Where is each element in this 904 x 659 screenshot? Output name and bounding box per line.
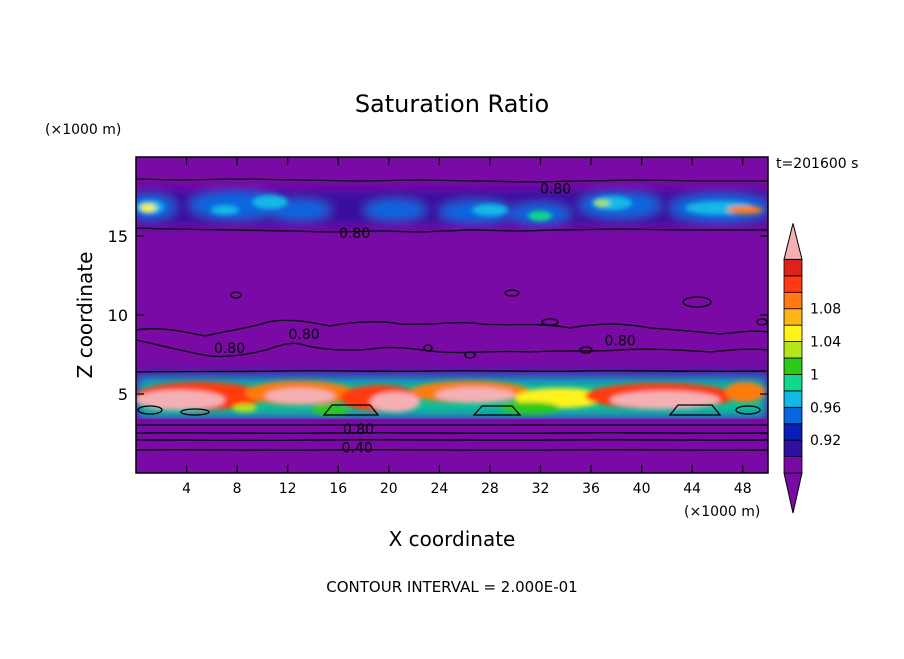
colorbar-low-arrow bbox=[783, 472, 803, 514]
x-axis-ticks: 4 8 12 16 20 24 28 32 36 40 44 48 bbox=[182, 157, 752, 497]
y-axis-ticks: 5 10 15 bbox=[108, 227, 768, 404]
colorbar-segment bbox=[783, 406, 803, 425]
colorbar-segment bbox=[783, 439, 803, 457]
y-unit-label: (×1000 m) bbox=[45, 122, 121, 138]
y-tick-label: 15 bbox=[108, 227, 128, 246]
y-tick-label: 5 bbox=[118, 385, 128, 404]
x-tick-label: 20 bbox=[380, 481, 398, 497]
x-tick-label: 4 bbox=[182, 481, 191, 497]
colorbar-segment bbox=[783, 374, 803, 392]
x-tick-label: 16 bbox=[329, 481, 347, 497]
contour-label: 0.80 bbox=[214, 341, 245, 357]
colorbar-label: 1.04 bbox=[810, 335, 841, 351]
x-axis-label: X coordinate bbox=[389, 527, 516, 551]
chart-title: Saturation Ratio bbox=[355, 90, 549, 118]
colorbar-segment bbox=[783, 423, 803, 441]
colorbar-segment bbox=[783, 456, 803, 474]
colorbar-segment bbox=[783, 275, 803, 293]
contour-label: 0.80 bbox=[339, 226, 370, 242]
colorbar-label: 0.96 bbox=[810, 400, 841, 416]
x-unit-label: (×1000 m) bbox=[684, 504, 760, 520]
x-tick-label: 48 bbox=[734, 481, 752, 497]
colorbar-segment bbox=[783, 291, 803, 310]
y-axis-label: Z coordinate bbox=[73, 252, 97, 379]
x-tick-label: 32 bbox=[532, 481, 550, 497]
contour-label: 0.40 bbox=[342, 441, 373, 457]
y-tick-label: 10 bbox=[108, 306, 128, 325]
contour-label: 0.80 bbox=[540, 182, 571, 198]
colorbar-high-arrow bbox=[783, 223, 803, 260]
colorbar-segment bbox=[783, 324, 803, 342]
contour-label: 0.80 bbox=[343, 422, 374, 438]
contour-label: 0.80 bbox=[605, 333, 636, 349]
x-tick-label: 24 bbox=[430, 481, 448, 497]
x-tick-label: 12 bbox=[279, 481, 297, 497]
colorbar-label: 1.08 bbox=[810, 302, 841, 318]
x-tick-label: 40 bbox=[633, 481, 651, 497]
x-tick-label: 28 bbox=[481, 481, 499, 497]
x-tick-label: 44 bbox=[683, 481, 701, 497]
colorbar-segment bbox=[783, 308, 803, 326]
x-tick-label: 8 bbox=[233, 481, 242, 497]
colorbar: 0.92 0.96 1 1.04 1.08 bbox=[783, 223, 841, 514]
contour-label: 0.80 bbox=[289, 327, 320, 343]
x-tick-label: 36 bbox=[582, 481, 600, 497]
upper-cloud-band bbox=[136, 190, 768, 225]
colorbar-segment bbox=[783, 341, 803, 359]
colorbar-segment bbox=[783, 259, 803, 277]
colorbar-label: 0.92 bbox=[810, 433, 841, 449]
lower-cloud-layer bbox=[136, 370, 768, 473]
time-label: t=201600 s bbox=[776, 156, 858, 172]
contour-lines bbox=[136, 178, 768, 451]
contour-labels: 0.80 0.80 0.80 0.80 0.80 0.80 0.40 bbox=[214, 182, 636, 457]
contour-interval-note: CONTOUR INTERVAL = 2.000E-01 bbox=[326, 578, 577, 596]
plot-area: 0.80 0.80 0.80 0.80 0.80 0.80 0.40 bbox=[136, 157, 768, 473]
colorbar-segment bbox=[783, 390, 803, 408]
colorbar-segment bbox=[783, 357, 803, 375]
colorbar-label: 1 bbox=[810, 367, 819, 383]
